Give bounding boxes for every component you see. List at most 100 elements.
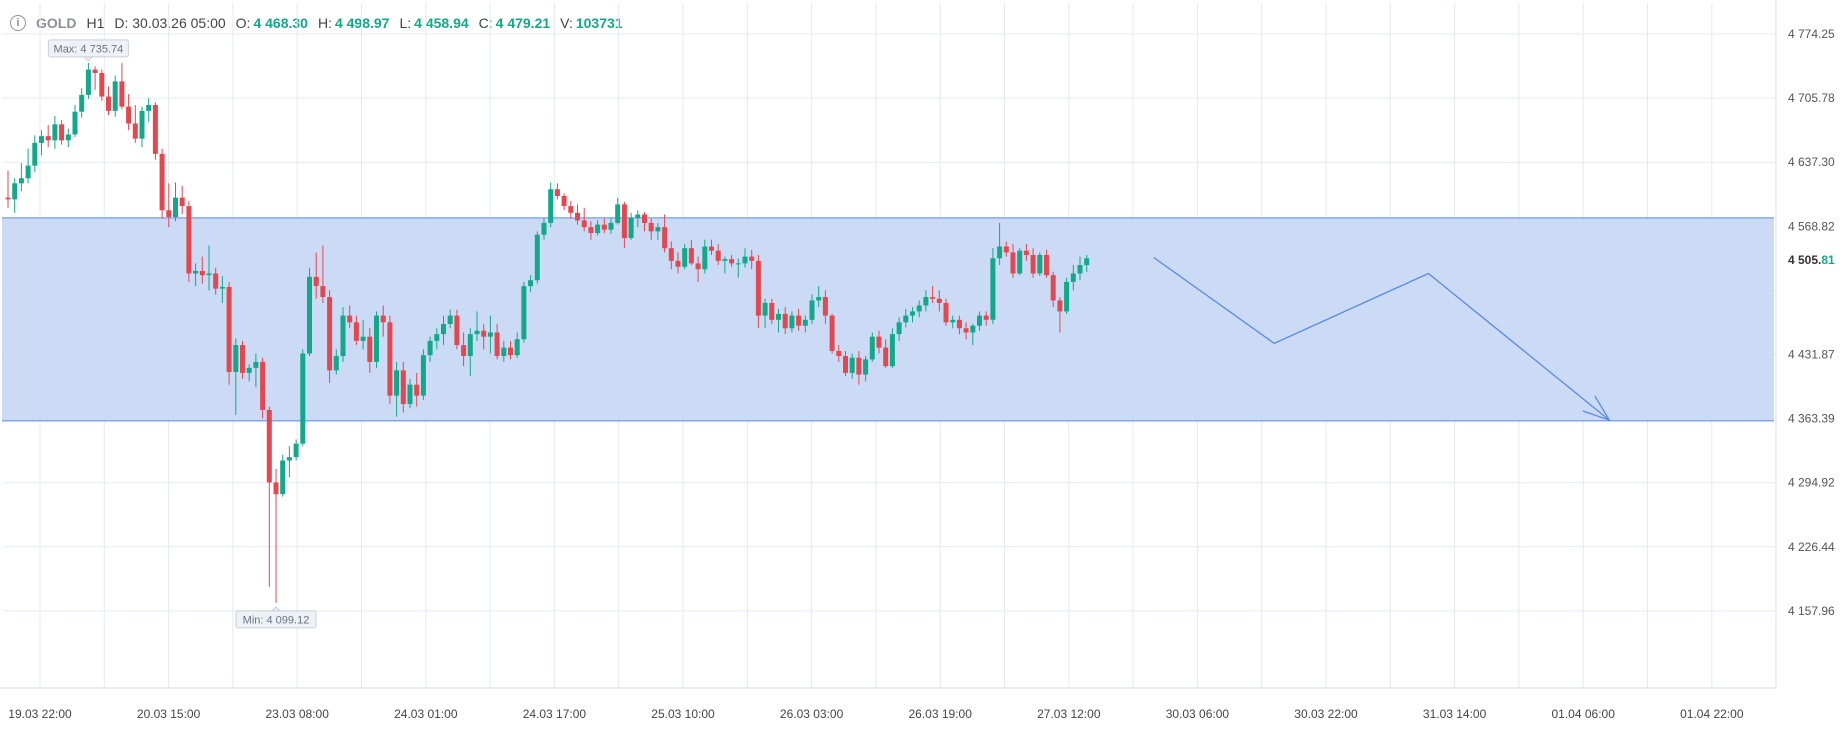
candle-body <box>18 178 24 184</box>
candle <box>608 217 614 234</box>
candle <box>715 243 721 266</box>
candle <box>414 372 420 407</box>
candle <box>1084 254 1090 272</box>
last-price-int: 4 505. <box>1788 253 1821 267</box>
candle-body <box>796 315 802 326</box>
candle <box>970 324 976 346</box>
candle <box>729 254 735 267</box>
candle <box>454 309 460 350</box>
candle-body <box>843 356 848 373</box>
candle <box>876 330 882 354</box>
candle-body <box>688 248 694 264</box>
candle-body <box>1010 252 1016 274</box>
candle <box>394 361 400 417</box>
candle-body <box>1030 254 1036 274</box>
candle-body <box>206 273 212 276</box>
candle <box>682 243 688 270</box>
candle <box>280 454 286 497</box>
min-badge-pointer <box>270 606 282 612</box>
x-tick-label: 23.03 08:00 <box>265 707 329 721</box>
candle <box>903 308 909 328</box>
x-tick-label: 25.03 10:00 <box>651 707 715 721</box>
candle <box>400 361 406 413</box>
candle <box>219 276 225 303</box>
candle <box>340 307 346 362</box>
max-badge-pointer <box>83 56 94 62</box>
candle-body <box>769 302 775 320</box>
x-tick-label: 19.03 22:00 <box>8 707 72 721</box>
candle-body <box>682 248 688 267</box>
x-tick-label: 24.03 17:00 <box>523 707 587 721</box>
candle <box>762 298 768 329</box>
candle-body <box>782 313 788 329</box>
x-tick-label: 26.03 03:00 <box>780 707 844 721</box>
candle-body <box>601 224 607 230</box>
candle-body <box>809 300 815 320</box>
candle-body <box>1077 265 1083 274</box>
candle-body <box>501 347 507 357</box>
candle <box>347 305 353 329</box>
candle <box>79 88 85 118</box>
candle-body <box>749 256 755 261</box>
candle-body <box>273 482 279 495</box>
x-tick-label: 24.03 01:00 <box>394 707 458 721</box>
candle-body <box>1057 300 1063 312</box>
info-icon[interactable]: i <box>10 15 26 31</box>
candle-body <box>481 330 487 337</box>
candle-body <box>635 214 641 218</box>
candle <box>554 183 560 200</box>
x-tick-label: 26.03 19:00 <box>908 707 972 721</box>
candle-body <box>260 361 266 410</box>
candle <box>146 98 152 122</box>
high-label: H: <box>317 15 332 31</box>
candle-body <box>353 322 359 341</box>
candle <box>32 135 38 173</box>
candle-body <box>374 315 379 362</box>
candle-body <box>956 319 962 329</box>
y-tick-label: 4 157.96 <box>1788 604 1835 618</box>
candle-body <box>729 259 735 264</box>
timeframe-label[interactable]: H1 <box>86 15 105 31</box>
candle <box>782 307 788 335</box>
candle-body <box>1023 250 1029 255</box>
candle <box>18 163 24 191</box>
candle <box>796 308 802 331</box>
candle <box>1057 297 1063 333</box>
candle <box>132 104 138 143</box>
candle <box>246 364 252 382</box>
candle-body <box>648 222 654 232</box>
candle-body <box>548 189 554 223</box>
candle <box>615 197 621 225</box>
candle-body <box>367 336 373 362</box>
candle <box>588 221 594 240</box>
candle <box>39 130 44 156</box>
support-resistance-zone[interactable] <box>2 217 1774 422</box>
candle <box>849 353 855 379</box>
candle <box>863 356 869 382</box>
y-tick-label: 4 637.30 <box>1788 155 1835 169</box>
candles <box>5 62 1090 603</box>
candle-body <box>427 340 433 356</box>
candle <box>407 378 413 409</box>
projection-path[interactable] <box>1153 256 1611 422</box>
candle-body <box>702 246 708 270</box>
candle <box>5 170 11 208</box>
x-tick-label: 30.03 06:00 <box>1166 707 1230 721</box>
y-tick-label: 4 226.44 <box>1788 540 1835 554</box>
symbol-label[interactable]: GOLD <box>36 15 77 31</box>
candle <box>843 350 848 377</box>
candle-body <box>186 206 192 274</box>
candle <box>816 286 822 308</box>
candle-body <box>883 347 889 367</box>
x-tick-label: 30.03 22:00 <box>1294 707 1358 721</box>
candle-body <box>963 328 969 333</box>
candle-body <box>266 409 272 483</box>
y-tick-label: 4 774.25 <box>1788 27 1835 41</box>
candle-body <box>508 347 513 356</box>
candle <box>983 311 989 326</box>
zone-rect[interactable] <box>2 217 1774 421</box>
candle <box>769 298 775 325</box>
candle <box>1077 256 1083 281</box>
candle <box>709 239 714 255</box>
